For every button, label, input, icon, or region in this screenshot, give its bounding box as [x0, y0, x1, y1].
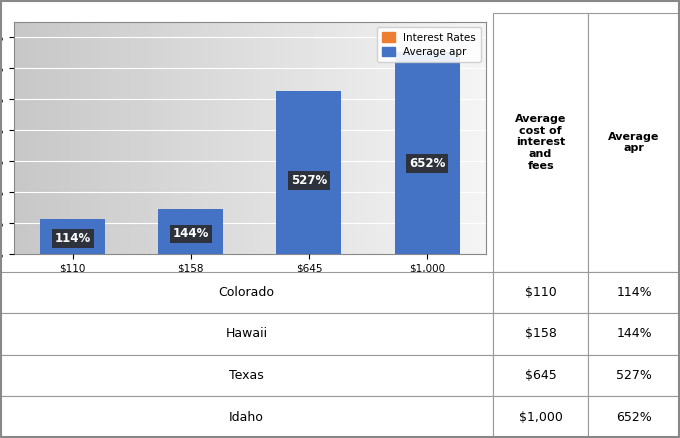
Bar	[158, 209, 223, 254]
Text: 114%: 114%	[616, 286, 652, 299]
Text: Hawaii: Hawaii	[226, 328, 267, 340]
Bar	[0, 355, 493, 396]
Bar	[588, 313, 680, 355]
Text: Average
cost of
interest
and
fees: Average cost of interest and fees	[515, 114, 566, 170]
Bar	[394, 52, 460, 254]
Bar	[588, 355, 680, 396]
Text: 144%: 144%	[173, 227, 209, 240]
Text: $158: $158	[525, 328, 556, 340]
Text: $645: $645	[525, 369, 556, 382]
Text: 652%: 652%	[616, 411, 652, 424]
Text: 652%: 652%	[409, 157, 445, 170]
Bar	[0, 313, 493, 355]
Bar	[588, 13, 680, 272]
Bar	[493, 13, 588, 272]
Text: 114%: 114%	[54, 232, 91, 245]
Text: Texas: Texas	[229, 369, 264, 382]
Bar	[493, 355, 588, 396]
Text: Colorado: Colorado	[218, 286, 275, 299]
Text: 527%: 527%	[291, 174, 327, 187]
Text: Idaho: Idaho	[229, 411, 264, 424]
Bar	[493, 272, 588, 313]
Bar	[493, 396, 588, 438]
Text: 144%: 144%	[616, 328, 652, 340]
Text: $110: $110	[525, 286, 556, 299]
Bar	[0, 396, 493, 438]
X-axis label: Sates: Sates	[231, 291, 269, 304]
Bar	[277, 91, 341, 254]
Text: 527%: 527%	[616, 369, 652, 382]
Bar	[588, 396, 680, 438]
Bar	[40, 219, 105, 254]
Bar	[0, 272, 493, 313]
Bar	[588, 272, 680, 313]
Text: Average
apr: Average apr	[609, 131, 660, 153]
Text: $1,000: $1,000	[519, 411, 562, 424]
Bar	[493, 313, 588, 355]
Legend: Interest Rates, Average apr: Interest Rates, Average apr	[377, 27, 481, 62]
